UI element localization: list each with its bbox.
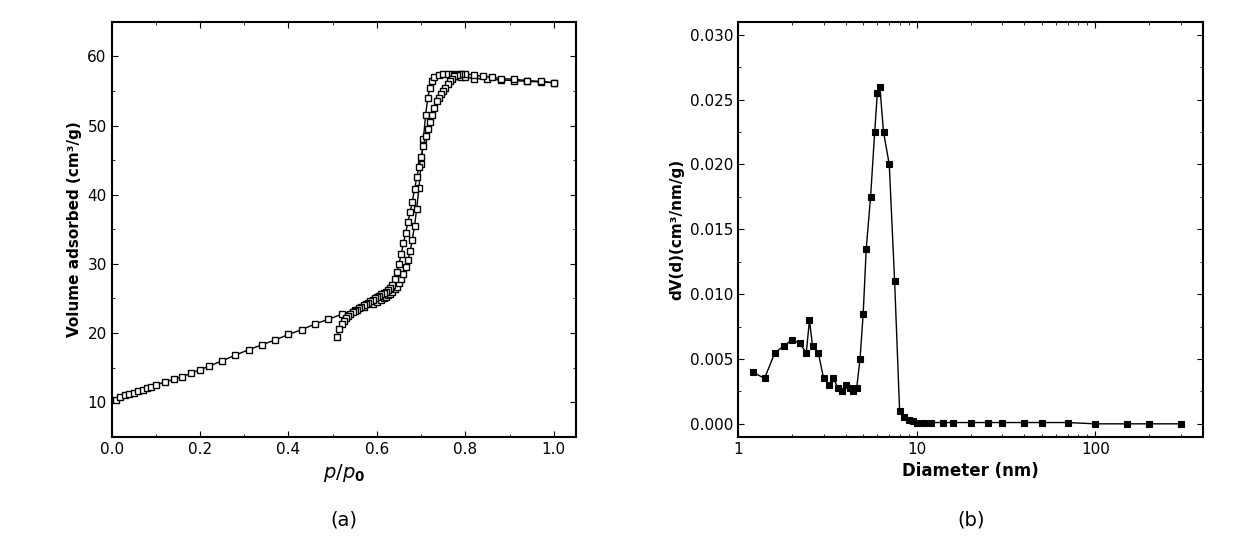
Text: (b): (b) — [957, 511, 985, 530]
Y-axis label: dV(d)(cm³/nm/g): dV(d)(cm³/nm/g) — [670, 159, 684, 300]
X-axis label: $\it{p/p}$$_\mathbf{0}$: $\it{p/p}$$_\mathbf{0}$ — [322, 462, 365, 484]
X-axis label: Diameter (nm): Diameter (nm) — [903, 462, 1039, 480]
Y-axis label: Volume adsorbed (cm³/g): Volume adsorbed (cm³/g) — [67, 121, 82, 337]
Text: (a): (a) — [330, 511, 357, 530]
